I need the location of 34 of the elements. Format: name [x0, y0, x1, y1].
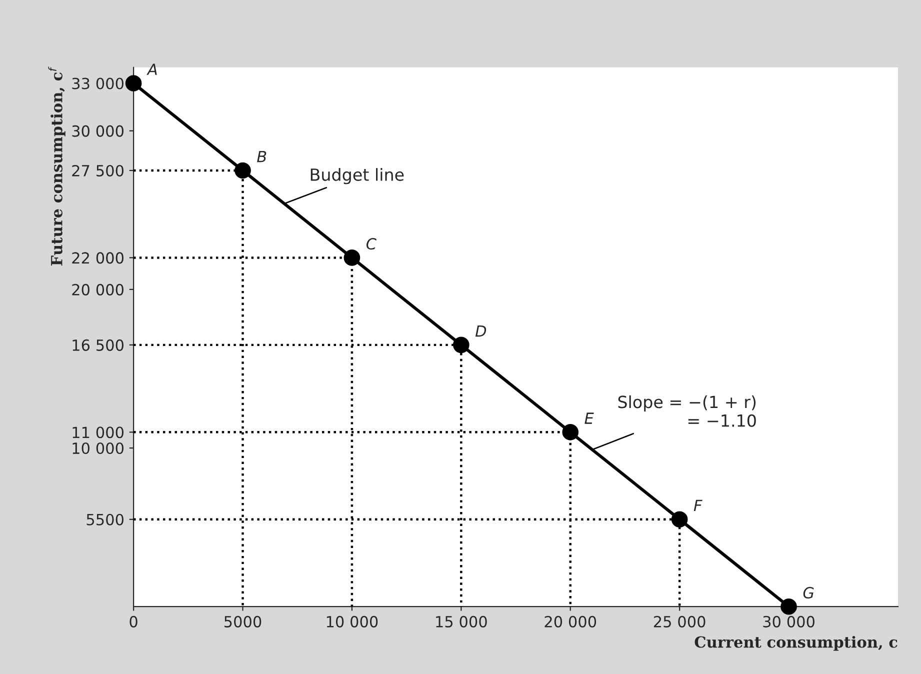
annotation: D — [475, 325, 486, 337]
x-tick-label: 10 000 — [326, 616, 378, 628]
x-tick-label: 20 000 — [544, 616, 596, 628]
y-tick-label: 16 500 — [72, 339, 124, 351]
point — [562, 424, 579, 440]
annotation: Slope = −(1 + r) = −1.10 — [618, 395, 756, 427]
annotation: G — [803, 586, 814, 598]
y-tick-label: 27 500 — [72, 164, 124, 177]
point — [234, 162, 251, 179]
y-tick-label: 33 000 — [72, 78, 124, 90]
x-tick-label: 5000 — [224, 616, 262, 628]
annotation: C — [366, 238, 376, 250]
point — [671, 511, 688, 528]
annotation: E — [584, 412, 594, 424]
x-tick-label: 15 000 — [436, 616, 487, 628]
x-tick-label: 30 000 — [763, 616, 814, 628]
x-axis-title: Current consumption, c — [694, 636, 898, 651]
y-axis-title: Future consumption, c$^{f}$ — [48, 66, 66, 266]
annotation: A — [146, 64, 157, 75]
y-tick-label: 30 000 — [72, 125, 124, 137]
y-tick-label: 11 000 — [72, 426, 124, 438]
point — [344, 250, 360, 266]
point — [780, 598, 797, 615]
y-tick-label: 20 000 — [72, 284, 124, 296]
x-tick-label: 25 000 — [654, 616, 706, 628]
annotation: Budget line — [310, 168, 404, 184]
y-tick-label: 22 000 — [72, 252, 124, 264]
point — [453, 336, 470, 354]
y-tick-label: 10 000 — [72, 442, 124, 454]
annotation: B — [257, 151, 266, 162]
x-tick-label: 0 — [130, 616, 138, 628]
point — [125, 75, 142, 92]
annotation: F — [694, 500, 702, 512]
y-tick-label: 5500 — [86, 514, 124, 526]
